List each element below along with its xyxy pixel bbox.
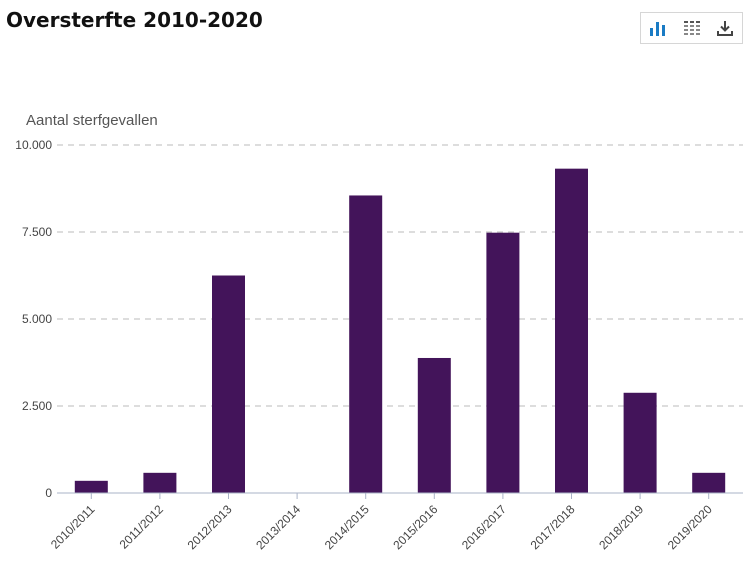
x-tick-label: 2014/2015	[322, 502, 372, 552]
x-tick-label: 2012/2013	[185, 502, 235, 552]
chart-toolbar	[640, 12, 743, 44]
bar-2014-2015[interactable]	[349, 195, 383, 493]
bar-chart-view-button[interactable]	[641, 13, 675, 43]
bar-2019-2020[interactable]	[692, 472, 726, 493]
bar-chart-icon	[649, 22, 665, 36]
bar-2015-2016[interactable]	[417, 357, 451, 493]
y-tick-labels: 0 2.500 5.000 7.500 10.000	[15, 138, 52, 500]
bar-2011-2012[interactable]	[143, 472, 177, 493]
y-tick-label: 2.500	[22, 399, 52, 413]
y-tick-label: 5.000	[22, 312, 52, 326]
bar-2018-2019[interactable]	[623, 392, 657, 493]
y-gridlines	[57, 144, 743, 407]
y-tick-label: 7.500	[22, 225, 52, 239]
x-tick-labels: 2010/2011 2011/2012 2012/2013 2013/2014 2014…	[48, 493, 715, 552]
x-tick-label: 2011/2012	[117, 502, 167, 552]
chart-title: Oversterfte 2010-2020	[6, 8, 263, 32]
x-tick-label: 2019/2020	[665, 502, 715, 552]
x-tick-label: 2010/2011	[48, 502, 98, 552]
bar-2010-2011[interactable]	[74, 480, 108, 493]
download-button[interactable]	[708, 13, 742, 43]
bar-2012-2013[interactable]	[212, 275, 245, 494]
x-tick-label: 2018/2019	[596, 502, 646, 552]
x-tick-label: 2016/2017	[459, 502, 509, 552]
bar-2016-2017[interactable]	[486, 232, 520, 494]
x-tick-label: 2013/2014	[253, 502, 303, 552]
x-tick-label: 2017/2018	[528, 502, 578, 552]
table-grid-icon	[683, 21, 700, 35]
bar-2017-2018[interactable]	[555, 168, 588, 493]
bars	[74, 168, 726, 494]
y-tick-label: 10.000	[15, 138, 52, 152]
download-icon	[717, 21, 734, 36]
y-tick-label: 0	[45, 486, 52, 500]
table-view-button[interactable]	[675, 13, 709, 43]
y-axis-title: Aantal sterfgevallen	[26, 112, 158, 129]
x-tick-label: 2015/2016	[390, 502, 440, 552]
